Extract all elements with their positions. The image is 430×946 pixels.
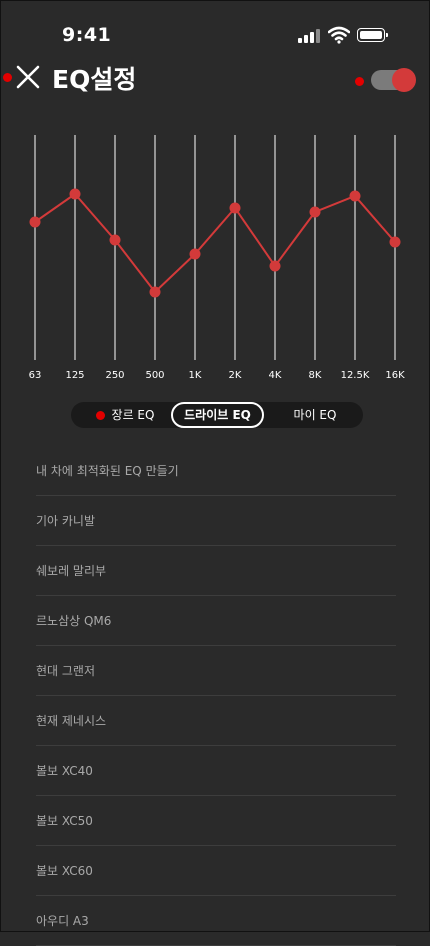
list-item[interactable]: 르노삼상 QM6 <box>36 596 396 646</box>
list-item[interactable]: 아우디 A3 <box>36 896 396 946</box>
eq-band-handle[interactable] <box>109 234 121 246</box>
status-time: 9:41 <box>62 24 112 46</box>
record-indicator-dot <box>3 73 12 82</box>
wifi-icon <box>328 26 350 44</box>
eq-curve-line <box>34 192 396 294</box>
tab-drive-eq[interactable]: 드라이브 EQ <box>171 402 264 428</box>
cellular-signal-icon <box>298 29 320 43</box>
car-preset-list: 내 차에 최적화된 EQ 만들기 기아 카니발 쉐보레 말리부 르노삼상 QM6… <box>36 446 396 946</box>
status-bar: 9:41 <box>0 0 430 60</box>
tab-label: 드라이브 EQ <box>184 408 251 422</box>
tab-genre-eq[interactable]: 장르 EQ <box>79 402 171 428</box>
list-item[interactable]: 기아 카니발 <box>36 496 396 546</box>
tab-label: 마이 EQ <box>293 408 337 422</box>
eq-frequency-label: 2K <box>229 370 242 381</box>
list-item[interactable]: 볼보 XC60 <box>36 846 396 896</box>
eq-frequency-label: 16K <box>385 370 405 381</box>
eq-band-handle[interactable] <box>189 248 201 260</box>
page-title: EQ설정 <box>52 65 137 94</box>
toggle-knob <box>392 68 416 92</box>
list-item-create-eq[interactable]: 내 차에 최적화된 EQ 만들기 <box>36 446 396 496</box>
eq-band-handle[interactable] <box>389 236 401 248</box>
eq-band-handle[interactable] <box>69 188 81 200</box>
eq-band-handle[interactable] <box>349 190 361 202</box>
record-indicator-dot <box>95 411 105 420</box>
eq-frequency-label: 12.5K <box>341 370 370 381</box>
eq-frequency-label: 125 <box>65 370 84 381</box>
eq-type-segmented-control: 장르 EQ 드라이브 EQ 마이 EQ <box>71 402 363 428</box>
eq-chart-svg[interactable]: 63 125 250 500 1K 2K 4K 8K 12.5K 16K <box>0 128 430 388</box>
list-item[interactable]: 현대 그랜저 <box>36 646 396 696</box>
battery-icon <box>357 28 388 42</box>
eq-frequency-label: 4K <box>269 370 282 381</box>
record-indicator-dot <box>355 77 364 86</box>
eq-frequency-label: 8K <box>309 370 322 381</box>
eq-chart[interactable]: 63 125 250 500 1K 2K 4K 8K 12.5K 16K <box>0 128 430 388</box>
list-item[interactable]: 볼보 XC40 <box>36 746 396 796</box>
eq-band-handle[interactable] <box>29 216 41 228</box>
eq-band-handle[interactable] <box>309 206 321 218</box>
eq-frequency-label: 1K <box>189 370 202 381</box>
eq-frequency-label: 63 <box>29 370 42 381</box>
list-item[interactable]: 볼보 XC50 <box>36 796 396 846</box>
close-icon <box>16 65 40 89</box>
eq-band-handle[interactable] <box>269 260 281 272</box>
eq-band-handle[interactable] <box>229 202 241 214</box>
eq-band-handle[interactable] <box>149 286 161 298</box>
eq-enable-toggle[interactable] <box>371 68 416 92</box>
tab-my-eq[interactable]: 마이 EQ <box>267 402 363 428</box>
eq-frequency-label: 500 <box>145 370 164 381</box>
list-item[interactable]: 쉐보레 말리부 <box>36 546 396 596</box>
list-item[interactable]: 현재 제네시스 <box>36 696 396 746</box>
eq-frequency-label: 250 <box>105 370 124 381</box>
close-button[interactable] <box>15 64 41 90</box>
tab-label: 장르 EQ <box>111 408 155 422</box>
